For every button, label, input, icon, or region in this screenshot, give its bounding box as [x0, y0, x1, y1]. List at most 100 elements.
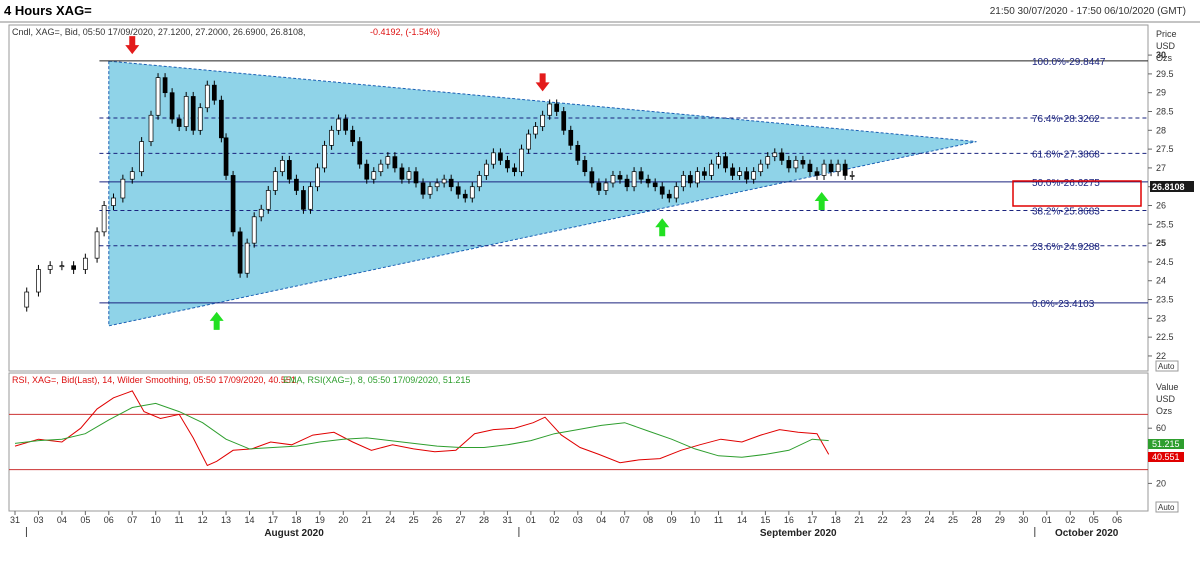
candle-body: [279, 160, 285, 173]
triangle-pattern: [108, 60, 977, 327]
x-tick-label: 30: [1018, 515, 1028, 525]
candle-body: [392, 156, 398, 169]
candle-body: [835, 163, 841, 173]
x-tick-label: 17: [268, 515, 278, 525]
candle-body: [645, 178, 651, 184]
candle-body: [251, 216, 257, 244]
x-tick-label: 31: [10, 515, 20, 525]
candle-body: [814, 171, 820, 176]
up-arrow-icon: [209, 311, 224, 330]
candle-body: [94, 231, 100, 259]
candle-body: [406, 171, 412, 180]
price-axis-title-1: Price: [1156, 29, 1177, 39]
candle-body: [737, 171, 742, 176]
candle-body: [441, 178, 447, 184]
candle-body: [315, 167, 320, 188]
candle-body: [589, 171, 595, 184]
candle-body: [434, 182, 440, 188]
candle-body: [448, 178, 454, 188]
price-axis-title-2: USD: [1156, 41, 1176, 51]
x-tick-label: 25: [409, 515, 419, 525]
ema-line: [14, 402, 829, 458]
candle-body: [82, 257, 88, 270]
candle-body: [582, 160, 588, 173]
rsi-panel-frame: [8, 372, 1149, 512]
candle-body: [800, 160, 806, 165]
x-axis: 31 03 04 05 06 07 10 11 12 13 14 17 18 19 20 21 24 25 26 27…: [10, 511, 1122, 539]
candle-body: [476, 175, 482, 188]
candle-body: [413, 171, 419, 184]
x-tick-label: 22: [878, 515, 888, 525]
candle-body: [526, 133, 531, 150]
price-y-tick-label: 22.5: [1156, 332, 1174, 342]
candle-body: [294, 178, 299, 191]
x-tick-label: 20: [338, 515, 348, 525]
price-y-tick-label: 22: [1156, 351, 1166, 361]
candle-body: [230, 175, 236, 233]
x-tick-label: 02: [1065, 515, 1075, 525]
price-y-tick-label: 23.5: [1156, 295, 1174, 305]
candle-body: [554, 103, 560, 112]
price-y-tick-label: 29: [1156, 88, 1166, 98]
candle-body: [244, 242, 250, 274]
candle-body: [219, 99, 224, 139]
rsi-info-label-ema: EMA, RSI(XAG=), 8, 05:50 17/09/2020, 51.…: [283, 375, 470, 385]
candle-body: [596, 182, 602, 191]
x-tick-label: 24: [925, 515, 935, 525]
candle-body: [223, 137, 229, 176]
candle-body: [793, 160, 799, 169]
rsi-auto-label: Auto: [1158, 503, 1175, 512]
candle-body: [786, 160, 792, 169]
candle-body: [659, 186, 665, 195]
x-tick-label: 09: [667, 515, 677, 525]
candle-body: [129, 171, 135, 180]
x-tick-label: 28: [971, 515, 981, 525]
fib-label: 23.6%-24.9288: [1032, 242, 1100, 253]
up-arrow-icon: [655, 218, 670, 237]
candle-body: [111, 197, 116, 206]
x-tick-label: 19: [315, 515, 325, 525]
candle-body: [204, 84, 210, 109]
candle-body: [287, 160, 292, 180]
candle-body: [680, 175, 686, 188]
candle-body: [364, 163, 370, 180]
candle-body: [176, 118, 182, 127]
candle-body: [329, 129, 334, 146]
rsi-auto-button[interactable]: [1155, 501, 1179, 513]
candle-body: [828, 163, 834, 173]
chart-title: 4 Hours XAG=: [4, 3, 92, 18]
candle-body: [617, 175, 623, 180]
x-tick-label: 14: [737, 515, 747, 525]
x-tick-label: 11: [714, 515, 723, 525]
candle-body: [469, 186, 475, 199]
rsi-info-label: RSI, XAG=, Bid(Last), 14, Wilder Smoothi…: [12, 375, 298, 385]
candle-body: [758, 163, 764, 173]
rsi-y-tick-label: 20: [1156, 478, 1166, 488]
triangle-fill: [108, 60, 977, 327]
candle-body: [120, 178, 126, 199]
ema-last-tag: [1148, 439, 1184, 449]
x-tick-label: 27: [456, 515, 466, 525]
x-tick-label: 02: [549, 515, 559, 525]
price-auto-button[interactable]: [1155, 360, 1179, 372]
price-info-label: Cndl, XAG=, Bid, 05:50 17/09/2020, 27.12…: [12, 27, 305, 37]
x-tick-label: 11: [174, 515, 183, 525]
x-tick-label: 26: [432, 515, 442, 525]
candle-body: [336, 118, 341, 131]
rsi-y-tick-label: 60: [1156, 423, 1166, 433]
candle-body: [716, 156, 721, 165]
candle-body: [357, 141, 363, 165]
price-y-tick-label: 27: [1156, 163, 1166, 173]
candle-body: [24, 291, 30, 308]
candle-body: [378, 163, 384, 173]
fib-label: 0.0%-23.4103: [1032, 299, 1095, 310]
candle-body: [101, 205, 107, 233]
month-label: September 2020: [760, 528, 837, 539]
price-y-tick-label: 24.5: [1156, 257, 1174, 267]
candle-body: [652, 182, 658, 188]
candle-body: [265, 190, 271, 210]
x-tick-label: 21: [362, 515, 372, 525]
candle-body: [455, 186, 461, 195]
x-tick-label: 28: [479, 515, 489, 525]
